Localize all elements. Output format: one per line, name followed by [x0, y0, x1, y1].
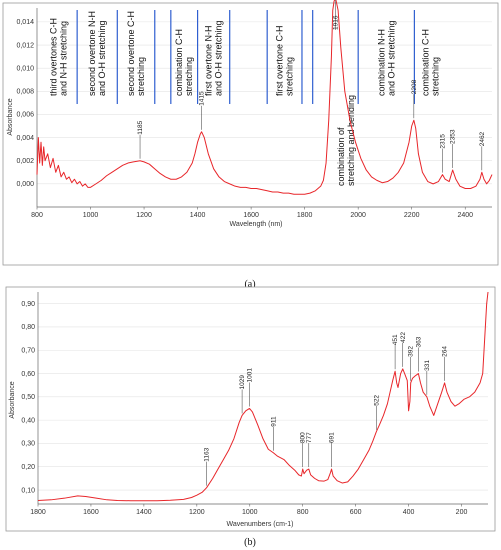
band-annotation-line: and O-H stretching — [214, 20, 224, 96]
y-tick-label: 0,80 — [21, 324, 35, 331]
peak-label: 2353 — [450, 129, 457, 144]
chart-a-series — [36, 0, 493, 195]
y-tick-label: 0,014 — [16, 19, 34, 26]
chart-b-panel-label: (b) — [244, 537, 256, 548]
chart-a-y-axis-label: Absorbance — [7, 98, 14, 135]
x-tick-label: 1400 — [190, 212, 206, 219]
band-annotation-line: and O-H stretching — [97, 20, 107, 96]
chart-b-series — [37, 291, 489, 502]
peak-label: 1001 — [247, 368, 254, 383]
band-annotation-line: stretching — [285, 57, 295, 96]
chart-a-frame — [2, 2, 499, 266]
band-annotation-line: combination C-H — [420, 29, 430, 96]
chart-a-band-annotations: third overtones C-H and N-H stretching sec… — [48, 11, 440, 186]
band-annotation-line: combination of — [336, 127, 346, 186]
chart-a-gridlines — [37, 21, 492, 185]
peak-label: 422 — [400, 332, 407, 343]
x-tick-label: 200 — [456, 509, 468, 516]
peak-label: 1163 — [204, 447, 211, 461]
y-tick-label: 0,50 — [21, 394, 35, 401]
y-tick-label: 0,000 — [16, 181, 34, 188]
band-annotation-line: first overtone C-H — [275, 25, 285, 96]
peak-label: 911 — [270, 416, 277, 427]
band-annotation-line: and N-H stretching — [58, 21, 68, 96]
peak-label: 1916 — [333, 15, 340, 30]
x-tick-label: 1800 — [30, 509, 46, 516]
y-tick-label: 0,002 — [16, 158, 34, 165]
peak-label: 451 — [392, 334, 399, 345]
x-tick-label: 800 — [297, 509, 309, 516]
y-tick-label: 0,40 — [21, 417, 35, 424]
band-annotation-line: third overtones C-H — [48, 18, 58, 96]
band-annotation-line: second overtone C-H — [126, 11, 136, 96]
band-annotation-line: stretching and bending — [346, 95, 356, 186]
peak-label: 264 — [442, 346, 449, 357]
series-line — [37, 291, 489, 502]
x-tick-label: 2400 — [457, 212, 473, 219]
peak-label: 2462 — [479, 131, 486, 146]
y-tick-label: 0,70 — [21, 348, 35, 355]
chart-a-panel-label: (a) — [244, 279, 255, 290]
y-tick-label: 0,60 — [21, 371, 35, 378]
y-tick-label: 0,006 — [16, 112, 34, 119]
y-tick-label: 0,20 — [21, 464, 35, 471]
x-tick-label: 1200 — [136, 212, 152, 219]
chart-b-x-axis-label: Wavenumbers (cm-1) — [226, 521, 293, 528]
y-tick-label: 0,90 — [21, 301, 35, 308]
x-tick-label: 1600 — [83, 509, 99, 516]
peak-label: 800 — [300, 432, 307, 443]
chart-b: 0,10 0,20 0,30 0,40 0,50 0,60 0,70 0,80 0,90 1800… — [5, 286, 496, 532]
band-annotation-line: second overtone N-H — [87, 11, 97, 96]
x-tick-label: 400 — [403, 509, 415, 516]
chart-a-peak-labels: 1185 1415 1916 2208 2315 2353 2462 — [137, 0, 486, 173]
peak-label: 2208 — [411, 79, 418, 94]
chart-b-axes: 0,10 0,20 0,30 0,40 0,50 0,60 0,70 0,80 0,90 1800… — [21, 292, 488, 516]
peak-label: 331 — [424, 360, 431, 371]
chart-b-gridlines — [38, 303, 488, 491]
y-tick-label: 0,10 — [21, 487, 35, 494]
y-tick-label: 0,012 — [16, 42, 34, 49]
chart-a-x-axis-label: Wavelength (nm) — [229, 221, 282, 228]
band-annotation-line: combination N-H — [376, 29, 386, 96]
x-tick-label: 1000 — [83, 212, 99, 219]
x-tick-label: 2200 — [404, 212, 420, 219]
x-tick-label: 1200 — [189, 509, 205, 516]
x-tick-label: 600 — [350, 509, 362, 516]
x-tick-label: 2000 — [350, 212, 366, 219]
y-tick-label: 0,010 — [16, 65, 34, 72]
x-tick-label: 800 — [31, 212, 43, 219]
chart-b-y-axis-label: Absorbance — [9, 381, 16, 418]
y-tick-label: 0,30 — [21, 441, 35, 448]
x-tick-label: 1400 — [136, 509, 152, 516]
peak-label: 1185 — [137, 120, 144, 134]
band-annotation-line: stretching — [430, 57, 440, 96]
y-tick-label: 0,008 — [16, 89, 34, 96]
peak-label: 522 — [373, 395, 380, 406]
band-annotation-line: combination C-H — [174, 29, 184, 96]
peak-label: 777 — [306, 432, 313, 443]
chart-a: third overtones C-H and N-H stretching sec… — [2, 0, 499, 266]
peak-label: 691 — [329, 432, 336, 443]
peak-label: 2315 — [439, 134, 446, 149]
peak-label: 1415 — [199, 91, 206, 106]
peak-label: 363 — [415, 336, 422, 347]
x-tick-label: 1000 — [242, 509, 258, 516]
peak-label: 392 — [408, 346, 415, 357]
band-annotation-line: stretching — [184, 57, 194, 96]
x-tick-label: 1800 — [297, 212, 313, 219]
series-line — [36, 0, 493, 195]
band-annotation-line: stretching — [136, 57, 146, 96]
band-annotation-line: and O-H stretching — [386, 20, 396, 96]
band-annotation-line: first overtone N-H — [204, 25, 214, 96]
chart-a-band-dividers — [76, 10, 415, 104]
y-tick-label: 0,004 — [16, 135, 34, 142]
peak-label: 1029 — [239, 375, 246, 390]
x-tick-label: 1600 — [243, 212, 259, 219]
